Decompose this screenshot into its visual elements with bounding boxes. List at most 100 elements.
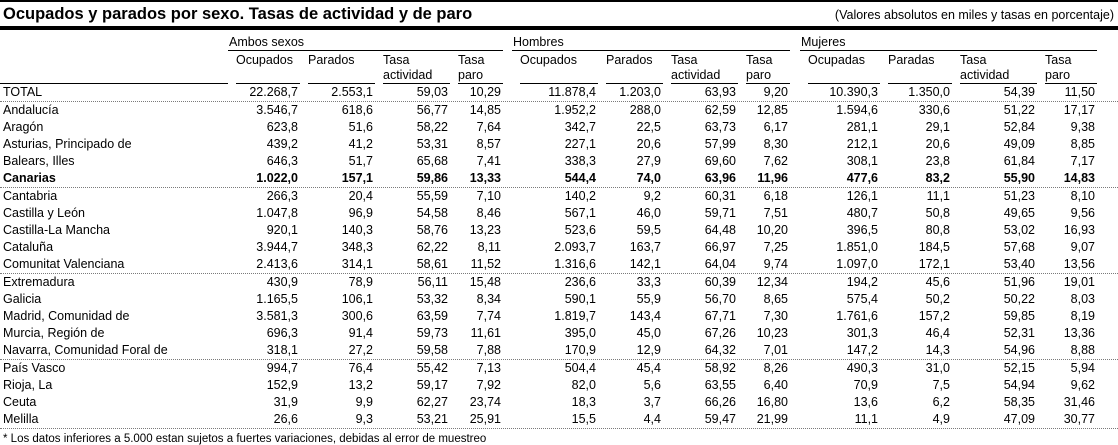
cell-value: 11,96 bbox=[757, 171, 788, 185]
cell-value: 12,34 bbox=[756, 275, 788, 289]
cell-value: 52,31 bbox=[1003, 326, 1035, 340]
cell-value: 480,7 bbox=[846, 206, 878, 220]
cell-value: 70,9 bbox=[853, 378, 878, 392]
group-gap bbox=[790, 222, 800, 239]
cell-value: 49,65 bbox=[1003, 206, 1035, 220]
column-header: Parados bbox=[598, 51, 663, 84]
cell-value: 348,3 bbox=[341, 240, 373, 254]
group-columns: Ocupados Parados Tasa actividad Tasa par… bbox=[512, 51, 790, 84]
column-header: Ocupados bbox=[512, 51, 598, 84]
row-label: Melilla bbox=[3, 412, 39, 426]
table-row: Galicia 1.165,5 106,1 53,32 8,34 590,1 55,9 56,… bbox=[0, 291, 1118, 308]
column-header: Tasa actividad bbox=[663, 51, 738, 84]
cell-value: 51,22 bbox=[1003, 103, 1035, 117]
cell-value: 7,25 bbox=[763, 240, 788, 254]
cell-value: 152,9 bbox=[266, 378, 298, 392]
cell-value: 58,61 bbox=[416, 257, 448, 271]
cell-value: 9,20 bbox=[763, 85, 788, 99]
cell-value: 6,18 bbox=[763, 189, 788, 203]
cell-value: 11,52 bbox=[470, 257, 501, 271]
table-row: Andalucía 3.546,7 618,6 56,77 14,85 1.952,2 28… bbox=[0, 102, 1118, 119]
cell-value: 49,09 bbox=[1003, 137, 1035, 151]
table-row: Castilla y León 1.047,8 96,9 54,58 8,46 567,1… bbox=[0, 205, 1118, 222]
cell-value: 22,5 bbox=[636, 120, 661, 134]
group-gap bbox=[790, 239, 800, 256]
cell-value: 23,8 bbox=[925, 154, 950, 168]
cell-value: 10,20 bbox=[756, 223, 788, 237]
cell-value: 7,30 bbox=[763, 309, 788, 323]
cell-value: 7,41 bbox=[476, 154, 501, 168]
cell-value: 7,5 bbox=[932, 378, 950, 392]
cell-value: 20,6 bbox=[636, 137, 661, 151]
cell-value: 53,21 bbox=[416, 412, 448, 426]
cell-value: 65,68 bbox=[416, 154, 448, 168]
group-gap bbox=[503, 170, 512, 187]
cell-value: 7,88 bbox=[476, 343, 501, 357]
cell-value: 59,03 bbox=[416, 85, 448, 99]
group-gap bbox=[503, 136, 512, 153]
cell-value: 618,6 bbox=[341, 103, 373, 117]
cell-value: 504,4 bbox=[564, 361, 596, 375]
cell-value: 15,5 bbox=[571, 412, 596, 426]
cell-value: 6,2 bbox=[932, 395, 950, 409]
table-row: Rioja, La 152,9 13,2 59,17 7,92 82,0 5,6 63,55 6… bbox=[0, 377, 1118, 394]
cell-value: 11,1 bbox=[854, 412, 878, 426]
cell-value: 1.851,0 bbox=[836, 240, 878, 254]
cell-value: 147,2 bbox=[846, 343, 878, 357]
cell-value: 54,96 bbox=[1003, 343, 1035, 357]
cell-value: 126,1 bbox=[846, 189, 878, 203]
cell-value: 96,9 bbox=[348, 206, 373, 220]
cell-value: 22.268,7 bbox=[249, 85, 298, 99]
table-row: País Vasco 994,7 76,4 55,42 7,13 504,4 45,4 58,… bbox=[0, 360, 1118, 377]
cell-value: 281,1 bbox=[846, 120, 878, 134]
cell-value: 7,92 bbox=[476, 378, 501, 392]
group-gap bbox=[503, 256, 512, 273]
cell-value: 30,77 bbox=[1063, 412, 1095, 426]
cell-value: 27,9 bbox=[636, 154, 661, 168]
group-gap bbox=[790, 205, 800, 222]
cell-value: 13,36 bbox=[1063, 326, 1095, 340]
cell-value: 55,9 bbox=[636, 292, 661, 306]
cell-value: 54,94 bbox=[1003, 378, 1035, 392]
cell-value: 15,48 bbox=[469, 275, 501, 289]
cell-value: 590,1 bbox=[564, 292, 596, 306]
cell-value: 7,62 bbox=[763, 154, 788, 168]
cell-value: 66,97 bbox=[704, 240, 736, 254]
cell-value: 8,46 bbox=[476, 206, 501, 220]
group-label: Mujeres bbox=[800, 35, 1097, 51]
cell-value: 80,8 bbox=[925, 223, 950, 237]
cell-value: 16,80 bbox=[756, 395, 788, 409]
cell-value: 3,7 bbox=[643, 395, 661, 409]
cell-value: 17,17 bbox=[1063, 103, 1095, 117]
cell-value: 3.546,7 bbox=[256, 103, 298, 117]
cell-value: 23,74 bbox=[469, 395, 501, 409]
cell-value: 8,03 bbox=[1070, 292, 1095, 306]
cell-value: 395,0 bbox=[564, 326, 596, 340]
cell-value: 63,73 bbox=[704, 120, 736, 134]
group-gap bbox=[790, 188, 800, 205]
group-label: Ambos sexos bbox=[228, 35, 503, 51]
cell-value: 47,09 bbox=[1003, 412, 1035, 426]
cell-value: 567,1 bbox=[564, 206, 596, 220]
cell-value: 314,1 bbox=[341, 257, 373, 271]
group-gap bbox=[503, 274, 512, 291]
group-gap bbox=[790, 360, 800, 377]
group-gap bbox=[503, 188, 512, 205]
group-gap bbox=[503, 119, 512, 136]
table-row: Ceuta 31,9 9,9 62,27 23,74 18,3 3,7 66,26 16,80 1… bbox=[0, 394, 1118, 411]
column-header: Parados bbox=[300, 51, 375, 84]
cell-value: 646,3 bbox=[266, 154, 298, 168]
column-header: Paradas bbox=[880, 51, 952, 84]
cell-value: 67,71 bbox=[704, 309, 736, 323]
group-gap bbox=[503, 205, 512, 222]
group-gap bbox=[790, 170, 800, 187]
group-gap bbox=[790, 394, 800, 411]
cell-value: 7,64 bbox=[476, 120, 501, 134]
group-gap bbox=[790, 377, 800, 394]
table-row: Navarra, Comunidad Foral de 318,1 27,2 59,5… bbox=[0, 342, 1118, 360]
cell-value: 16,93 bbox=[1063, 223, 1095, 237]
cell-value: 6,17 bbox=[763, 120, 788, 134]
cell-value: 1.203,0 bbox=[619, 85, 661, 99]
cell-value: 57,99 bbox=[704, 137, 736, 151]
cell-value: 301,3 bbox=[846, 326, 878, 340]
